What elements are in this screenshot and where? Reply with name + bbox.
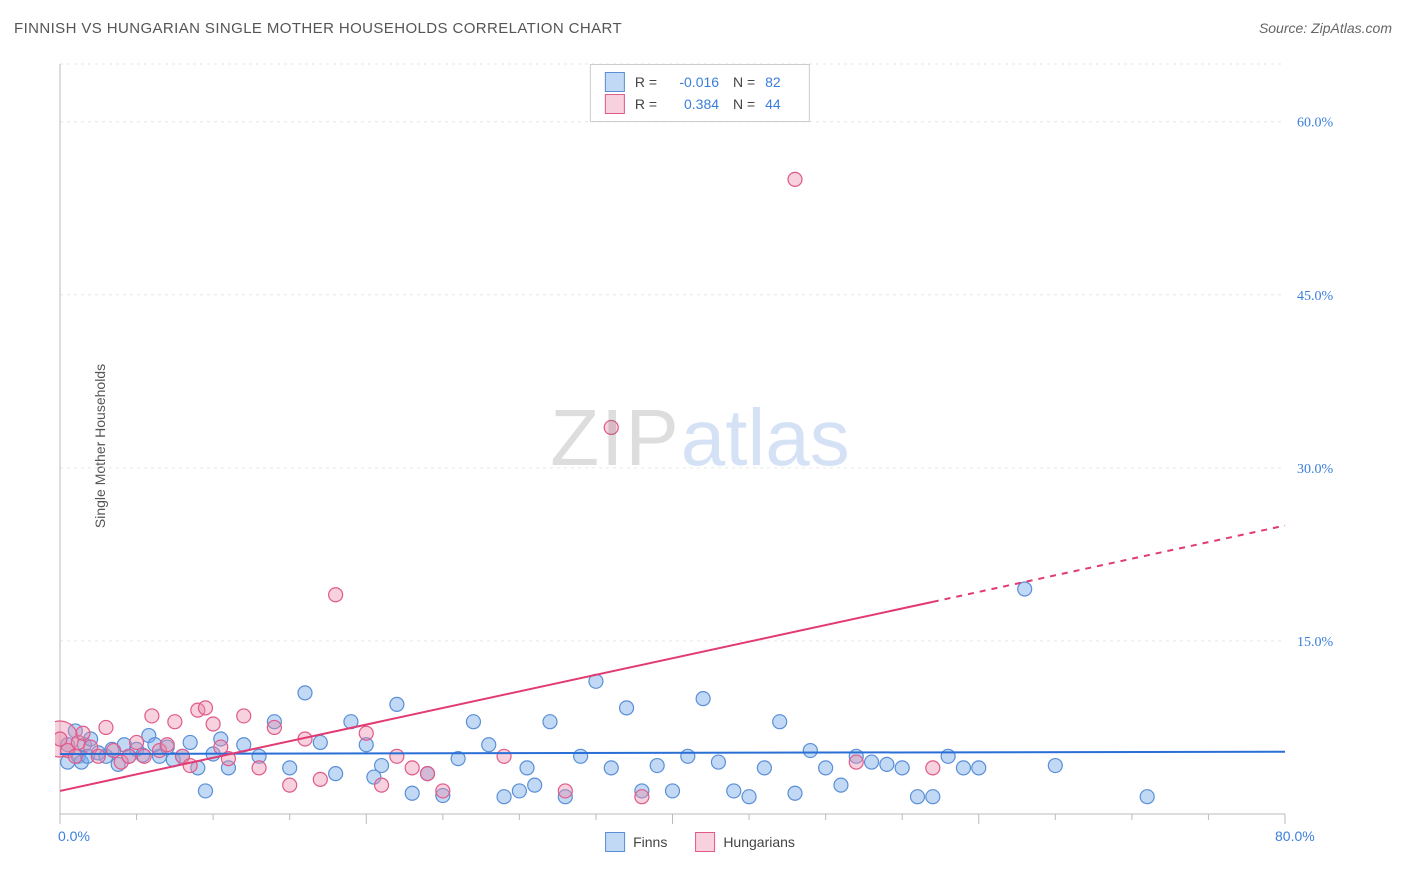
x-axis-max-label: 80.0% [1275,828,1315,844]
legend-item-hungarians: Hungarians [695,832,795,852]
n-value-hungarians: 44 [765,93,795,115]
swatch-hungarians [605,94,625,114]
legend-row-hungarians: R = 0.384 N = 44 [605,93,795,115]
header: FINNISH VS HUNGARIAN SINGLE MOTHER HOUSE… [14,20,1392,50]
swatch-finns-icon [605,832,625,852]
swatch-finns [605,72,625,92]
r-value-finns: -0.016 [667,71,719,93]
series-legend: Finns Hungarians [605,832,795,852]
plot-area: 15.0%30.0%45.0%60.0% ZIPatlas R = -0.016… [55,54,1345,854]
scatter-plot: 15.0% 30.0% 45.0% 60.0% [55,54,1345,854]
svg-text:60.0%: 60.0% [1297,116,1334,131]
r-value-hungarians: 0.384 [667,93,719,115]
legend-row-finns: R = -0.016 N = 82 [605,71,795,93]
chart-title: FINNISH VS HUNGARIAN SINGLE MOTHER HOUSE… [14,20,622,37]
n-value-finns: 82 [765,71,795,93]
svg-text:30.0%: 30.0% [1297,462,1334,477]
legend-item-finns: Finns [605,832,667,852]
svg-text:15.0%: 15.0% [1297,635,1334,650]
svg-text:45.0%: 45.0% [1297,289,1334,304]
correlation-legend: R = -0.016 N = 82 R = 0.384 N = 44 [590,64,810,122]
x-axis-min-label: 0.0% [58,828,90,844]
swatch-hungarians-icon [695,832,715,852]
source-label: Source: ZipAtlas.com [1259,20,1392,36]
